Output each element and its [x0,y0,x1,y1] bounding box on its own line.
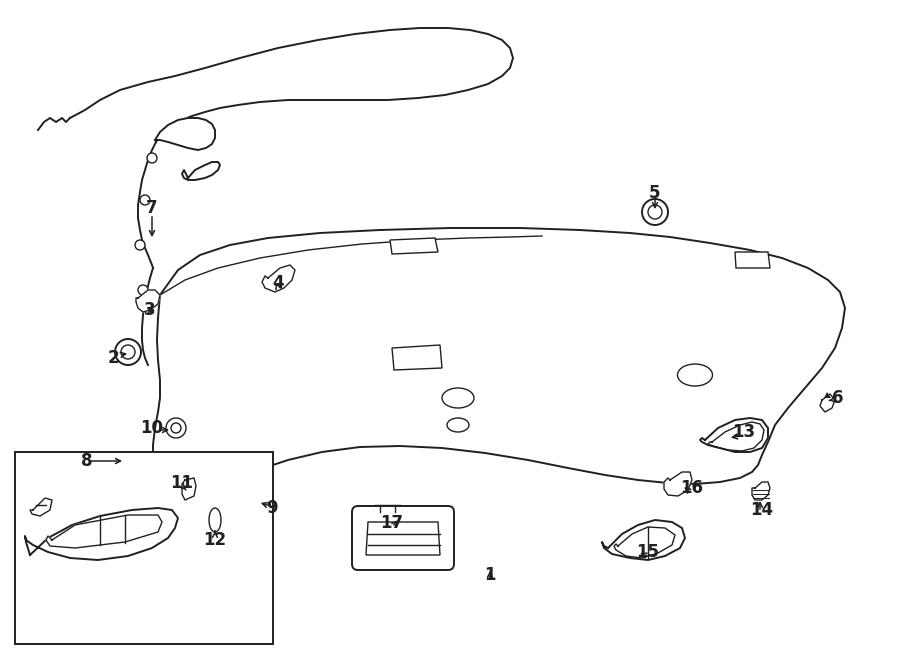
Polygon shape [262,265,295,292]
Polygon shape [664,472,692,496]
FancyBboxPatch shape [15,452,273,644]
Polygon shape [25,508,178,560]
Polygon shape [824,392,831,398]
Text: 5: 5 [649,184,661,202]
Polygon shape [820,394,835,412]
Text: 9: 9 [266,499,278,517]
Text: 11: 11 [170,474,194,492]
Polygon shape [30,498,52,516]
Text: 3: 3 [144,301,156,319]
Polygon shape [752,482,770,500]
Circle shape [166,418,186,438]
Text: 17: 17 [381,514,403,532]
Polygon shape [46,515,162,548]
Text: 7: 7 [146,199,158,217]
Circle shape [642,199,668,225]
Text: 2: 2 [107,349,119,367]
Circle shape [115,339,141,365]
Polygon shape [700,418,768,452]
Text: 16: 16 [680,479,704,497]
Polygon shape [182,162,220,180]
Text: 12: 12 [203,531,227,549]
Text: 8: 8 [81,452,93,470]
Text: 4: 4 [272,274,284,292]
Ellipse shape [209,508,221,532]
Polygon shape [155,118,215,150]
Circle shape [140,195,150,205]
Polygon shape [182,478,196,500]
Ellipse shape [678,364,713,386]
Polygon shape [602,520,685,560]
Polygon shape [153,228,845,494]
Polygon shape [735,252,770,268]
Text: 13: 13 [733,423,756,441]
Circle shape [147,153,157,163]
Circle shape [138,285,148,295]
Polygon shape [366,522,440,555]
FancyBboxPatch shape [352,506,454,570]
Text: 6: 6 [832,389,844,407]
Text: 1: 1 [484,566,496,584]
Ellipse shape [447,418,469,432]
Ellipse shape [238,490,266,510]
Text: 15: 15 [636,543,660,561]
Text: 14: 14 [751,501,774,519]
Polygon shape [392,345,442,370]
Circle shape [135,240,145,250]
Text: 10: 10 [140,419,164,437]
Ellipse shape [442,388,474,408]
Polygon shape [136,290,160,312]
Polygon shape [390,238,438,254]
